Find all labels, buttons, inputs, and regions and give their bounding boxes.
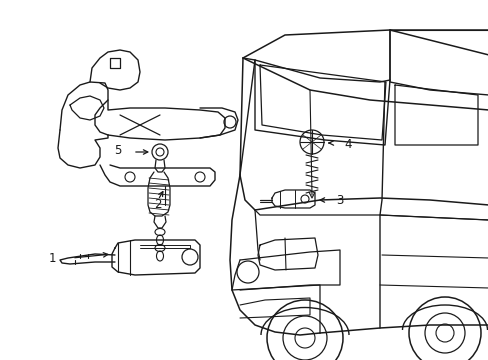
Text: 4: 4: [344, 139, 351, 152]
Text: 3: 3: [336, 194, 343, 207]
Text: 2: 2: [154, 198, 162, 211]
Text: 5: 5: [114, 144, 122, 157]
Text: 1: 1: [48, 252, 56, 265]
